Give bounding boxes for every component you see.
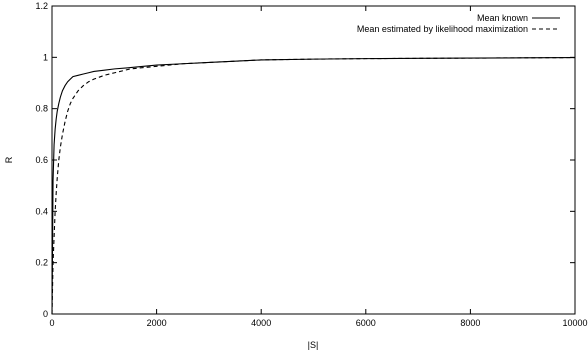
x-tick-label: 2000 <box>147 318 167 328</box>
x-tick-label: 6000 <box>356 318 376 328</box>
x-tick-label: 0 <box>49 318 54 328</box>
x-tick-label: 4000 <box>251 318 271 328</box>
y-tick-label: 0 <box>43 309 48 319</box>
y-tick-label: 1 <box>43 52 48 62</box>
x-tick-label: 10000 <box>562 318 587 328</box>
series-line <box>51 57 576 315</box>
y-axis-label: R <box>4 156 14 163</box>
y-axis-ticks: 0 0.2 0.4 0.6 0.8 1 1.2 <box>35 1 575 319</box>
y-tick-label: 1.2 <box>35 1 48 11</box>
legend-label: Mean estimated by likelihood maximizatio… <box>357 24 528 34</box>
y-tick-label: 0.4 <box>35 206 48 216</box>
y-tick-label: 0.6 <box>35 155 48 165</box>
series-line <box>51 57 576 315</box>
y-tick-label: 0.8 <box>35 104 48 114</box>
x-tick-label: 8000 <box>460 318 480 328</box>
legend-label: Mean known <box>477 13 528 23</box>
x-axis-ticks: 0 2000 4000 6000 8000 10000 <box>49 6 588 328</box>
series-layer <box>51 57 576 315</box>
x-axis-label: |S| <box>308 340 319 350</box>
y-tick-label: 0.2 <box>35 258 48 268</box>
plot-frame <box>51 5 576 315</box>
